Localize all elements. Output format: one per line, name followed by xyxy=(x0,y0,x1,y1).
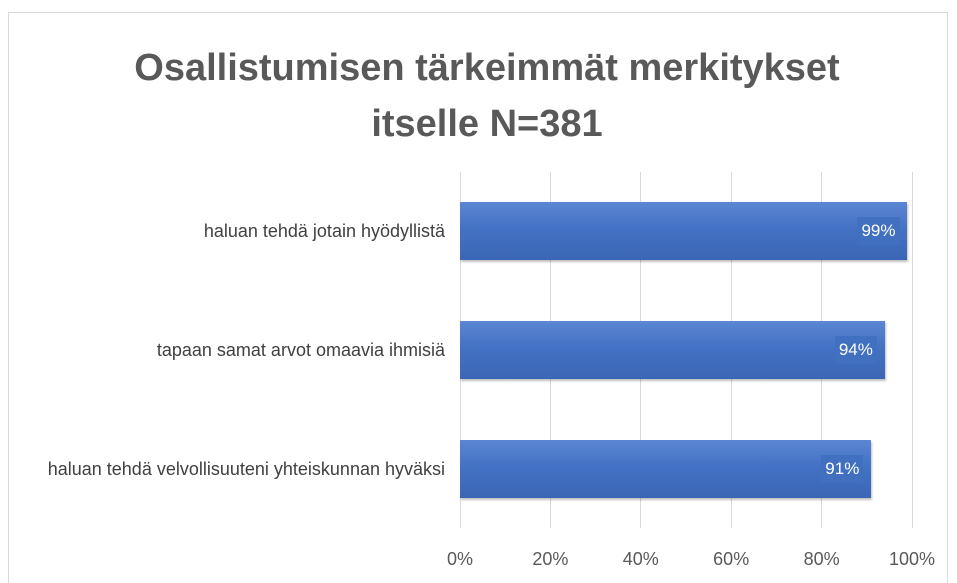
x-tick-label: 40% xyxy=(622,549,659,569)
x-tick-label: 80% xyxy=(803,549,840,569)
grid-line xyxy=(911,172,913,528)
y-tick-label-box: haluan tehdä velvollisuuteni yhteiskunna… xyxy=(10,429,445,509)
x-tick-label: 20% xyxy=(532,549,569,569)
data-label: 91% xyxy=(821,454,864,483)
x-tick-label: 60% xyxy=(713,549,750,569)
y-tick-label-box: tapaan samat arvot omaavia ihmisiä xyxy=(10,310,445,390)
y-tick-label: haluan tehdä velvollisuuteni yhteiskunna… xyxy=(47,458,445,479)
y-tick-label: tapaan samat arvot omaavia ihmisiä xyxy=(156,340,445,360)
chart-title: Osallistumisen tärkeimmät merkitykset it… xyxy=(134,47,840,145)
y-tick-label-box: haluan tehdä jotain hyödyllistä xyxy=(10,191,445,271)
y-tick-label: haluan tehdä jotain hyödyllistä xyxy=(203,221,445,242)
x-tick-label: 0% xyxy=(446,549,473,569)
bar xyxy=(460,321,885,379)
data-label: 99% xyxy=(857,217,900,246)
data-label: 94% xyxy=(834,336,877,364)
chart-frame xyxy=(8,12,948,583)
bar xyxy=(460,439,872,498)
x-tick-label: 100% xyxy=(888,549,936,569)
bar xyxy=(460,202,908,261)
